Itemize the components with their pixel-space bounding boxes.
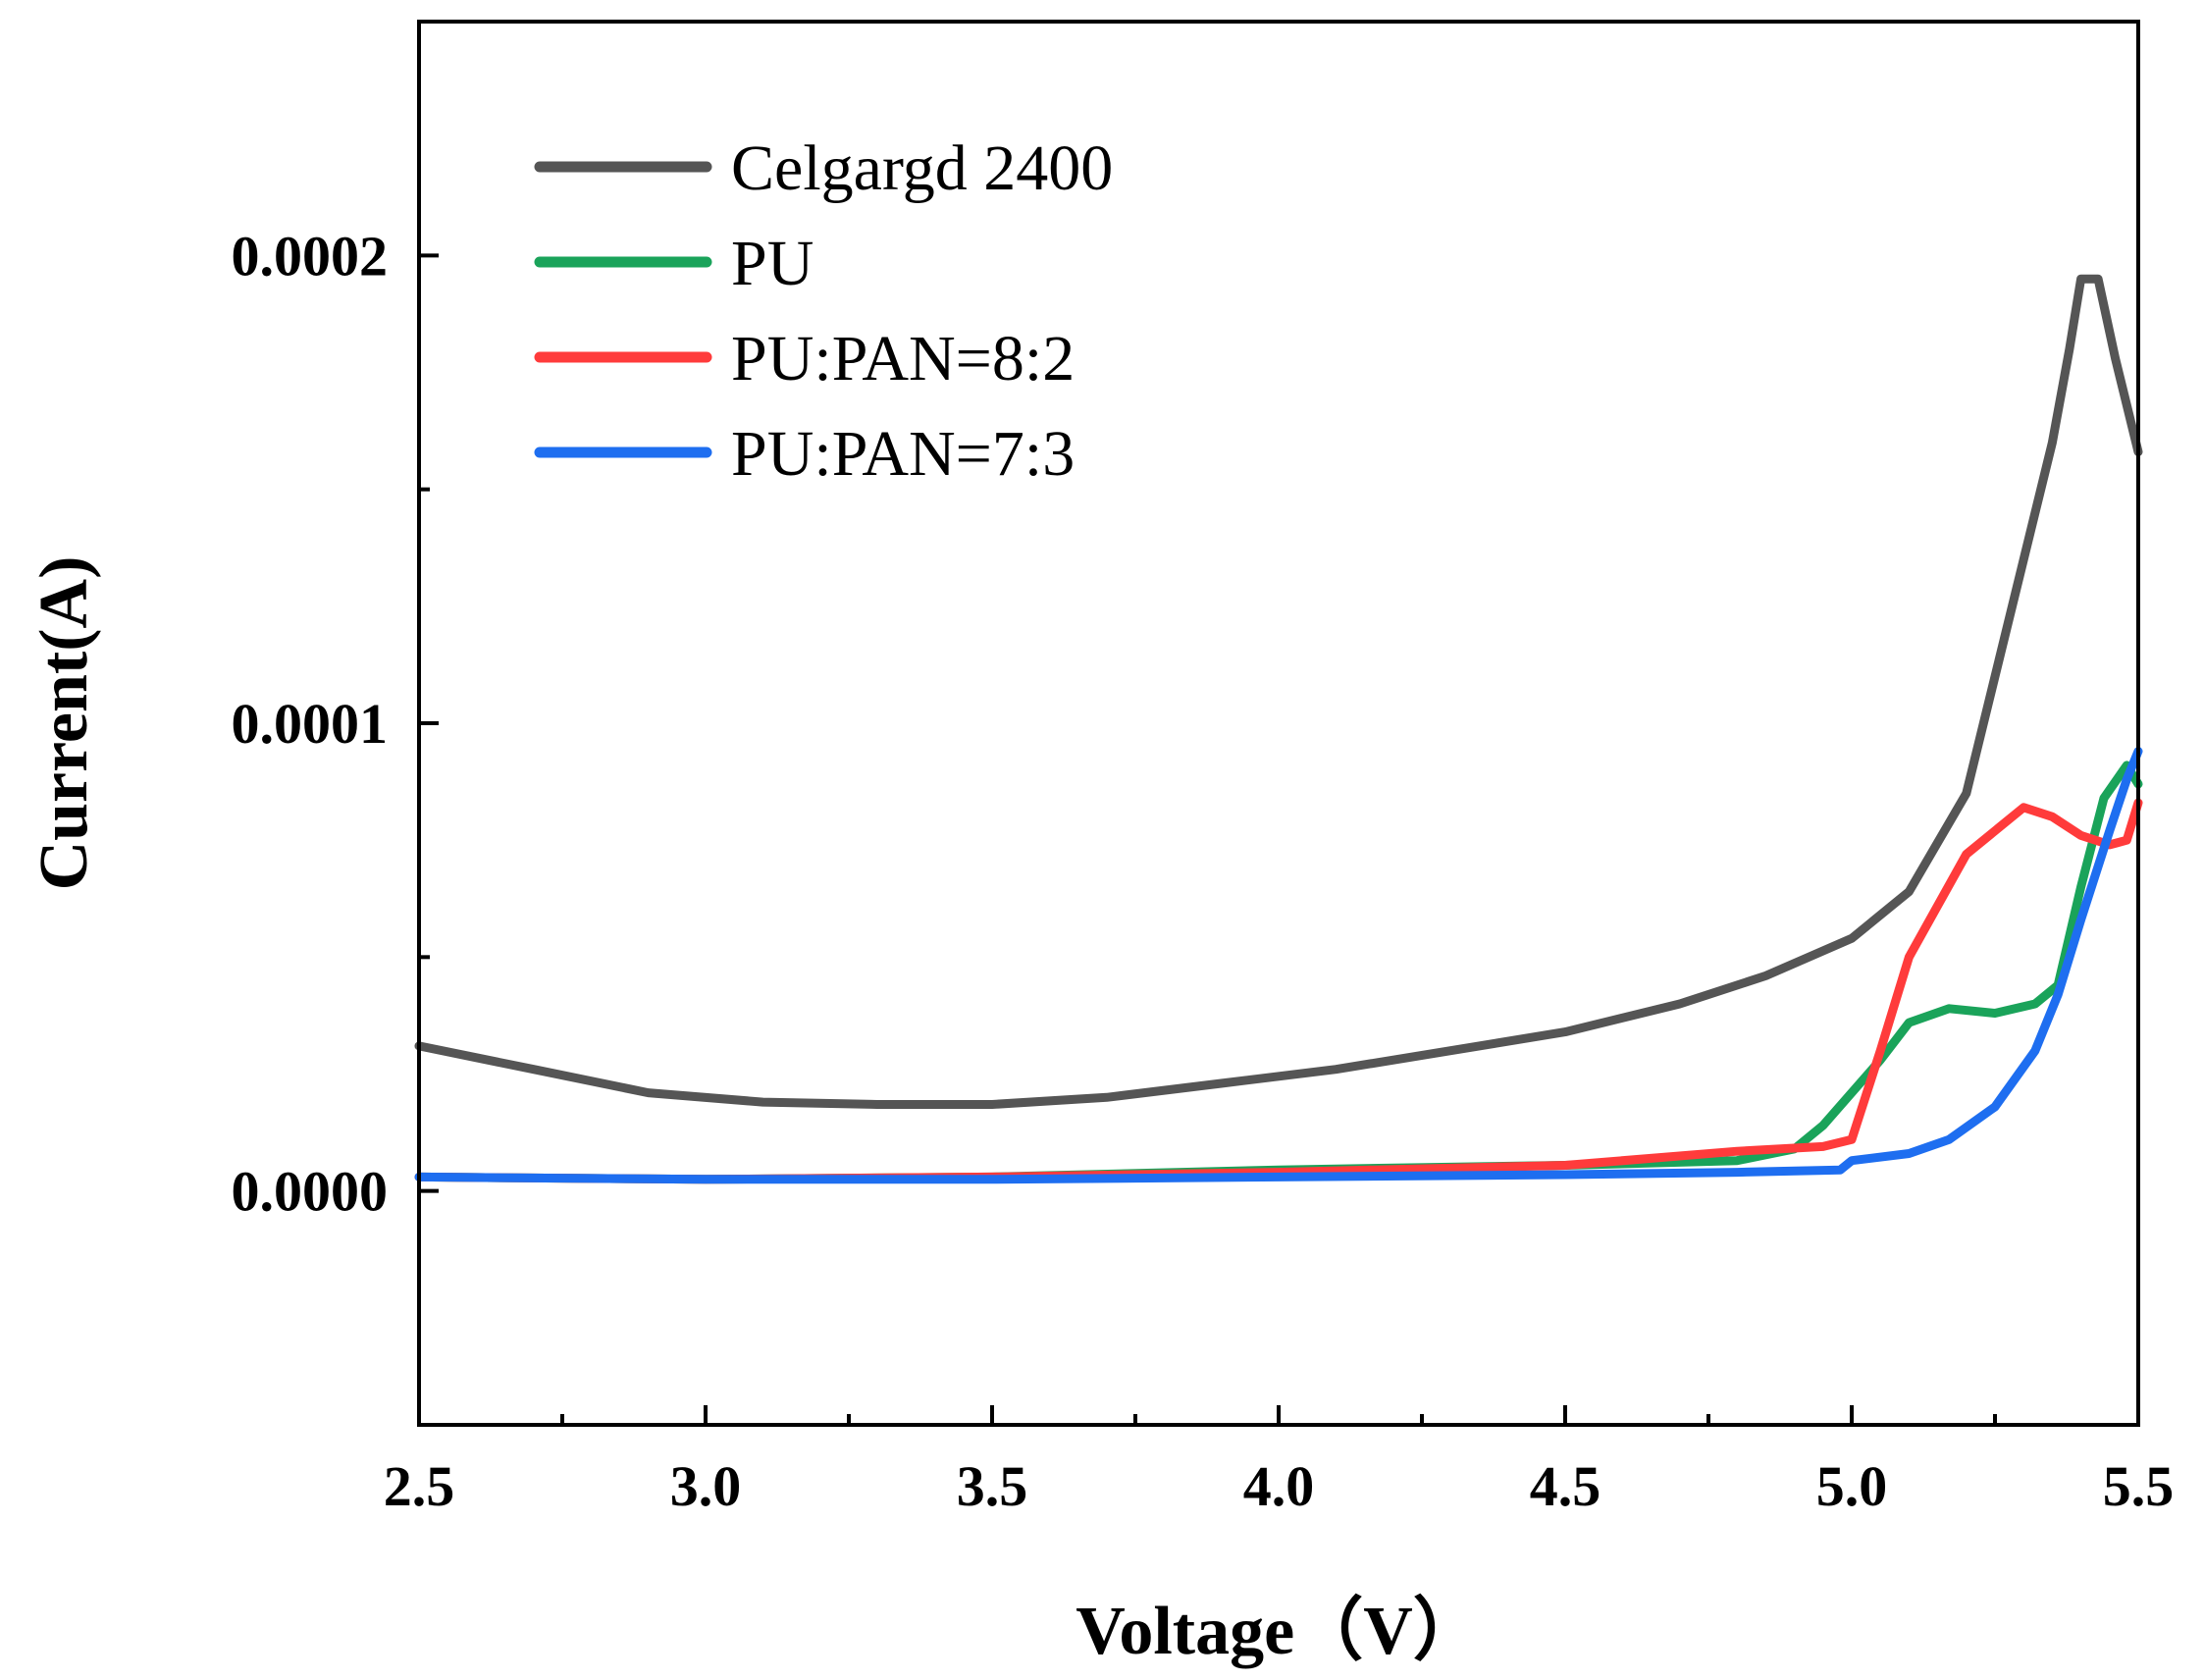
legend-label: PU	[731, 228, 813, 299]
ticks-layer: 2.5 3.0 3.5 4.0 4.5 5.0 5.5 0.0000 0.0001 0.0002	[232, 224, 2175, 1518]
x-tick-label: 4.0	[1243, 1454, 1315, 1518]
legend-label: Celgargd 2400	[731, 132, 1113, 204]
x-tick-label: 5.5	[2103, 1454, 2175, 1518]
series-line-3	[414, 798, 2143, 1184]
legend-label: PU:PAN=8:2	[731, 323, 1075, 394]
y-tick-label: 0.0002	[232, 224, 389, 288]
x-tick-label: 2.5	[384, 1454, 455, 1518]
x-tick-label: 3.0	[670, 1454, 742, 1518]
plot-frame	[417, 20, 2140, 1427]
x-tick-label: 3.5	[957, 1454, 1028, 1518]
series-line-4	[414, 747, 2143, 1184]
y-tick-label: 0.0000	[232, 1160, 389, 1224]
y-axis-title: Current(A)	[26, 556, 102, 891]
legend: Celgargd 2400 PU PU:PAN=8:2 PU:PAN=7:3	[534, 132, 1113, 490]
series-layer	[414, 274, 2143, 1184]
x-tick-label: 4.5	[1530, 1454, 1601, 1518]
x-axis-title: Voltage（V）	[1076, 1593, 1482, 1669]
series-line-1	[414, 274, 2143, 1109]
legend-label: PU:PAN=7:3	[731, 418, 1075, 490]
series-line-2	[414, 761, 2143, 1184]
y-tick-label: 0.0001	[232, 692, 389, 756]
x-tick-label: 5.0	[1816, 1454, 1888, 1518]
